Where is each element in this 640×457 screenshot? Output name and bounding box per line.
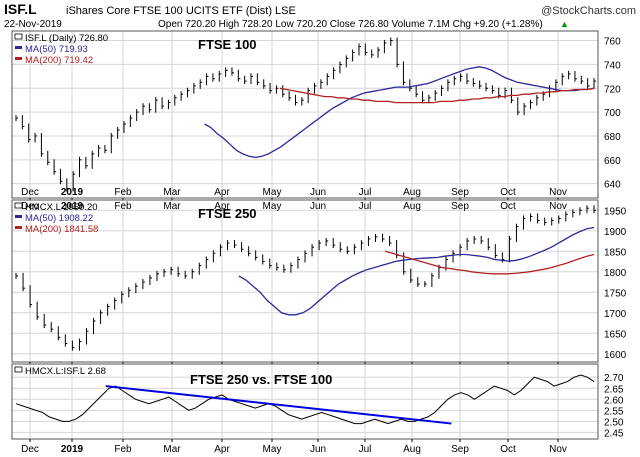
y-tick-label: 2.55 [604, 406, 624, 417]
y-tick-label: 1900 [604, 227, 627, 238]
y-tick-label: 2.60 [604, 395, 624, 406]
y-tick-label: 1700 [604, 309, 627, 320]
x-tick-label: Nov [549, 187, 567, 198]
panel-title: FTSE 250 vs. FTSE 100 [190, 372, 332, 387]
mid-panel: 1600 1650 1700 1750 1800 1850 1900 1950 HMCX.L 1… [11, 199, 627, 365]
x-tick-label: Feb [114, 444, 132, 455]
x-tick-label: Mar [163, 444, 181, 455]
x-tick-label: Mar [163, 201, 181, 212]
y-tick-label: 720 [604, 84, 621, 95]
x-tick-label: Oct [500, 187, 516, 198]
y-tick-label: 1950 [604, 206, 627, 217]
legend-entry: MA(50) 719.93 [25, 44, 88, 55]
x-tick-label: 2019 [61, 187, 84, 198]
y-tick-label: 1600 [604, 350, 627, 361]
legend-entry: HMCX.L 1950.20 [25, 202, 98, 213]
y-tick-label: 1800 [604, 268, 627, 279]
x-tick-label: Jul [359, 444, 372, 455]
price-series [15, 37, 596, 192]
x-tick-label: Apr [214, 444, 230, 455]
x-tick-label: Dec [21, 187, 39, 198]
legend-swatch [15, 57, 22, 60]
panel-title: FTSE 250 [198, 206, 257, 221]
y-tick-label: 700 [604, 108, 621, 119]
y-tick-label: 2.50 [604, 417, 624, 428]
chart-date: 22-Nov-2019 [4, 19, 62, 30]
legend-swatch [15, 46, 22, 49]
x-tick-label: Aug [403, 201, 421, 212]
price-series [15, 205, 596, 351]
y-tick-label: 740 [604, 60, 621, 71]
x-tick-label: Oct [500, 201, 516, 212]
x-tick-label: Feb [114, 201, 132, 212]
y-tick-label: 2.70 [604, 373, 624, 384]
panel-frame [11, 363, 599, 440]
x-tick-label: Oct [500, 444, 516, 455]
x-tick-label: Aug [403, 187, 421, 198]
x-tick-label: Apr [214, 187, 230, 198]
x-tick-label: May [263, 187, 282, 198]
x-tick-label: Mar [163, 187, 181, 198]
ohlc-summary: Open 720.20 High 728.20 Low 720.20 Close… [158, 19, 543, 30]
y-tick-label: 760 [604, 37, 621, 48]
x-tick-label: Feb [114, 187, 132, 198]
panel-frame [11, 30, 599, 199]
ratio-panel: 2.452.502.552.602.652.70 HMCX.L:ISF.L 2.6… [11, 363, 624, 455]
x-tick-label: Sep [451, 444, 469, 455]
y-tick-label: 2.45 [604, 428, 624, 439]
price-panel: 640 660 680 700 720 740 760 ISF.L (Daily) 726.8… [11, 30, 621, 201]
legend-swatch [14, 33, 23, 40]
x-tick-label: Jul [359, 201, 372, 212]
legend-entry: MA(200) 1841.58 [25, 224, 98, 235]
legend-entry: MA(200) 719.42 [25, 55, 93, 66]
x-tick-label: Sep [451, 201, 469, 212]
x-tick-label: Jul [359, 187, 372, 198]
x-tick-label: 2019 [61, 201, 84, 212]
legend-swatch [14, 366, 23, 373]
legend-entry: MA(50) 1908.22 [25, 213, 93, 224]
security-name: iShares Core FTSE 100 UCITS ETF (Dist) L… [66, 5, 296, 17]
watermark: @StockCharts.com [541, 5, 636, 17]
ma-50--line [204, 66, 595, 159]
x-tick-label: Jun [310, 444, 326, 455]
symbol-label: ISF.L [4, 1, 37, 17]
legend-swatch [15, 226, 22, 229]
x-tick-label: 2019 [61, 444, 84, 455]
y-tick-label: 1750 [604, 288, 627, 299]
legend-swatch [14, 202, 23, 209]
x-tick-label: Jun [310, 187, 326, 198]
ma-200--line [279, 87, 595, 104]
panel-frame [11, 199, 599, 363]
y-tick-label: 1850 [604, 247, 627, 258]
ma-200--line [384, 250, 595, 275]
x-tick-label: Nov [549, 444, 567, 455]
x-tick-label: Nov [549, 201, 567, 212]
x-tick-label: Apr [214, 201, 230, 212]
x-tick-label: Sep [451, 187, 469, 198]
y-tick-label: 640 [604, 180, 621, 191]
x-tick-label: Jun [310, 201, 326, 212]
legend-entry: ISF.L (Daily) 726.80 [25, 33, 108, 44]
trendline [105, 385, 452, 425]
legend-swatch [15, 215, 22, 218]
x-tick-label: May [263, 444, 282, 455]
y-tick-label: 660 [604, 156, 621, 167]
y-tick-label: 1650 [604, 329, 627, 340]
ma-50--line [238, 226, 595, 316]
x-tick-label: May [263, 201, 282, 212]
x-tick-label: Dec [21, 444, 39, 455]
legend-entry: HMCX.L:ISF.L 2.68 [25, 366, 106, 377]
y-tick-label: 2.65 [604, 384, 624, 395]
change-up-marker: ▲ [560, 19, 569, 29]
y-tick-label: 680 [604, 132, 621, 143]
x-tick-label: Aug [403, 444, 421, 455]
x-tick-label: Dec [21, 201, 39, 212]
panel-title: FTSE 100 [198, 37, 257, 52]
